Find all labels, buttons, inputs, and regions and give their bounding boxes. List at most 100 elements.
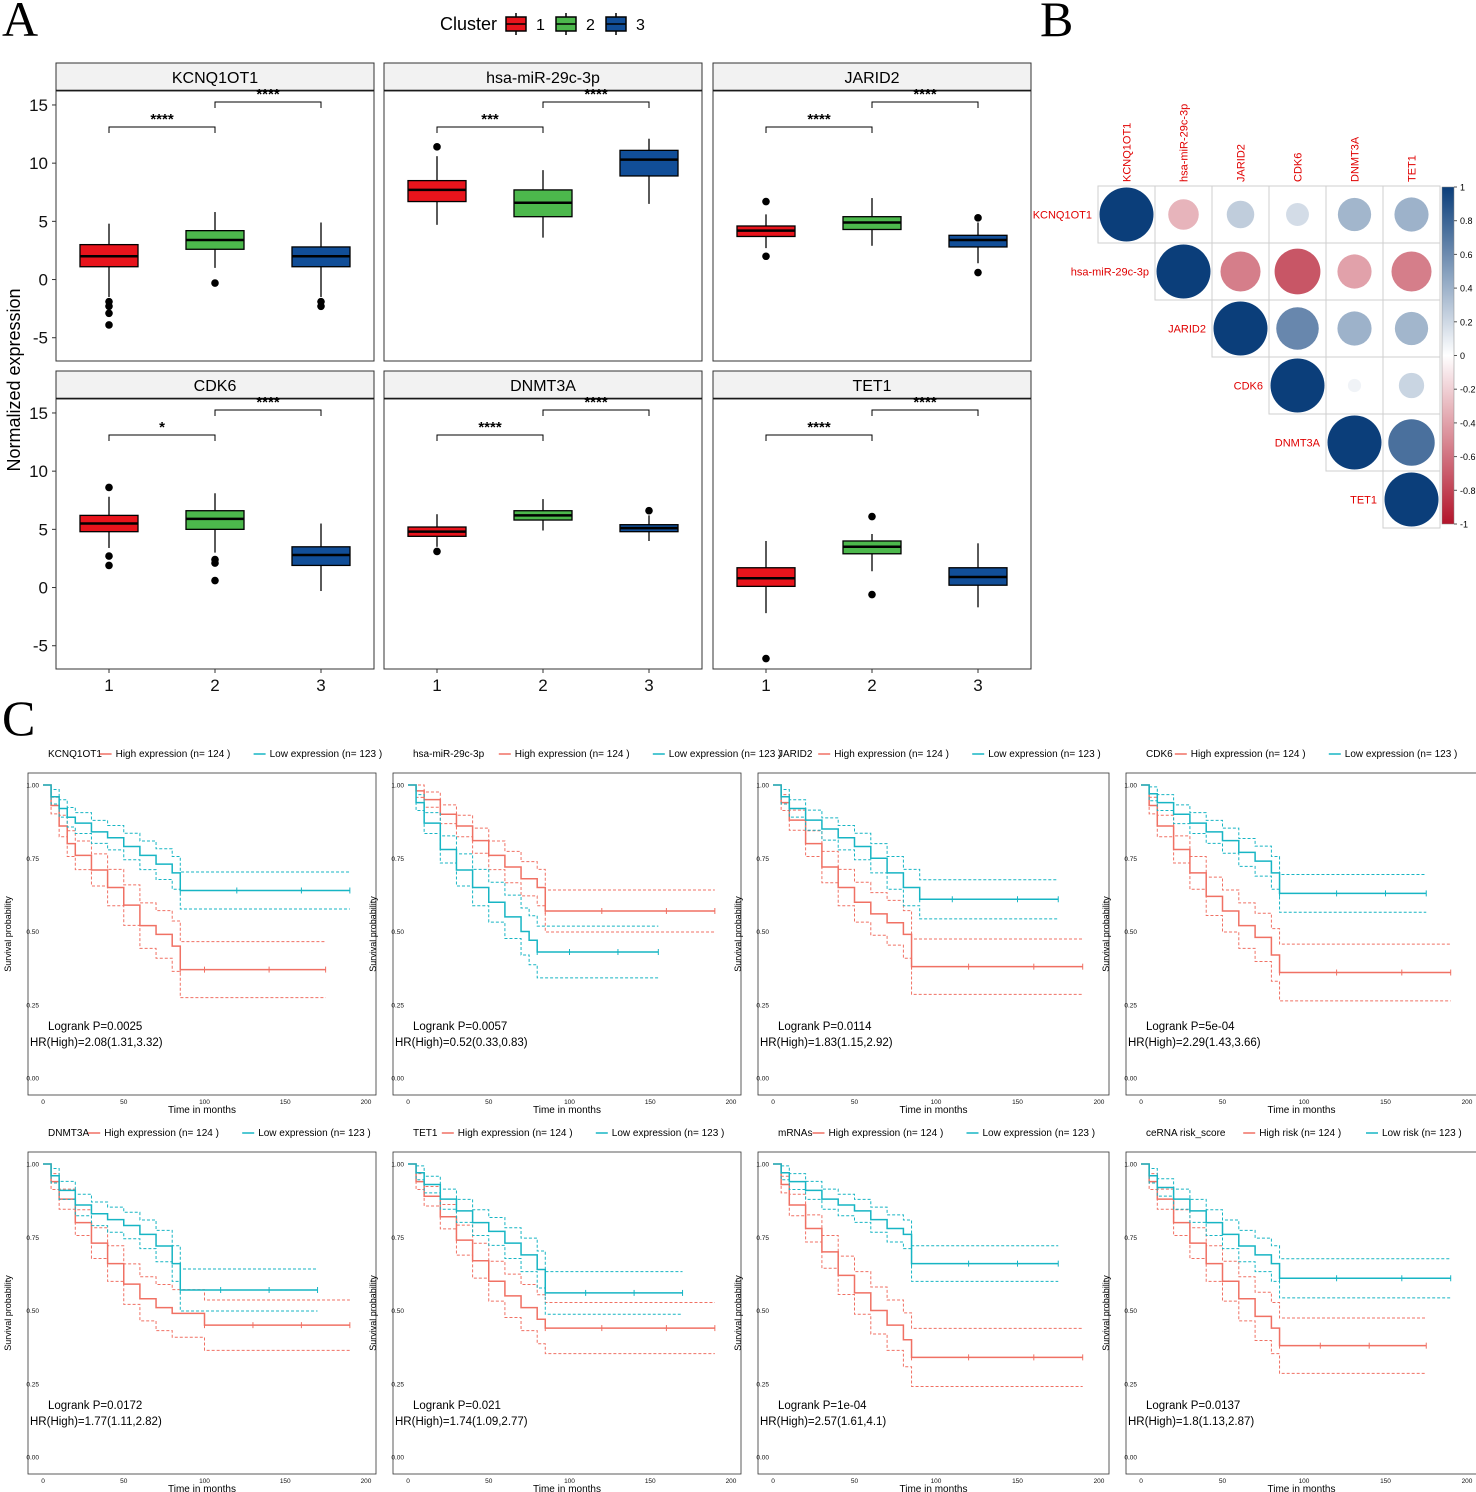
box-cluster-1 — [736, 197, 796, 261]
low-survival-curve — [408, 784, 659, 953]
low-survival-curve — [408, 1163, 683, 1294]
significance-label: **** — [584, 86, 608, 103]
significance-bracket — [108, 126, 216, 133]
high-survival-curve — [773, 784, 1083, 968]
correlation-plot: KCNQ1OT1 hsa-miR-29c-3p JARID2 CDK6 DNMT3A TE… — [1033, 104, 1476, 530]
outlier-point — [868, 590, 876, 599]
km-x-tick-label: 150 — [645, 1478, 656, 1485]
facet-hsa-mir-29c-3p: hsa-miR-29c-3p******* — [383, 62, 703, 362]
significance-bracket — [436, 126, 544, 133]
km-legend-title: KCNQ1OT1 — [48, 749, 102, 760]
boxplot-panel: KCNQ1OT1-5051015********hsa-miR-29c-3p**… — [29, 62, 1032, 695]
corr-circle-hsa-mir-29c-3p-jarid2 — [1220, 251, 1261, 292]
facet-strip — [712, 62, 1032, 92]
km-y-tick-label: 0.00 — [391, 1455, 404, 1462]
km-legend-low-label: Low expression (n= 123 ) — [258, 1128, 371, 1139]
km-x-tick-label: 0 — [406, 1099, 410, 1106]
high-survival-curve — [1141, 784, 1451, 974]
low-upper-ci — [1141, 784, 1427, 876]
high-lower-ci — [43, 1163, 350, 1351]
km-hazard-ratio: HR(High)=1.77(1.11,2.82) — [30, 1416, 162, 1428]
km-logrank-p: Logrank P=0.0057 — [413, 1021, 507, 1033]
low-survival-curve — [773, 1163, 1059, 1265]
km-y-tick-label: 0.00 — [26, 1076, 39, 1083]
km-x-axis-label: Time in months — [168, 1484, 236, 1492]
corr-circle-hsa-mir-29c-3p-hsa-mir-29c-3p — [1156, 244, 1211, 299]
outlier-point — [762, 197, 770, 206]
km-x-tick-label: 0 — [41, 1099, 45, 1106]
km-y-tick-label: 0.75 — [391, 856, 404, 863]
high-upper-ci — [1141, 1163, 1427, 1319]
significance-bracket — [542, 101, 650, 108]
corr-circle-cdk6-tet1 — [1398, 372, 1425, 399]
low-lower-ci — [773, 1163, 1059, 1282]
corr-circle-tet1-tet1 — [1384, 472, 1439, 527]
facet-title: CDK6 — [194, 378, 237, 395]
km-legend-high-label: High expression (n= 124 ) — [458, 1128, 573, 1139]
km-legend-low-label: Low expression (n= 123 ) — [669, 749, 782, 760]
km-y-tick-label: 0.75 — [756, 1235, 769, 1242]
km-y-axis-label: Survival probability — [368, 896, 378, 972]
significance-bracket — [765, 126, 873, 133]
box-cluster-1 — [79, 223, 139, 329]
corr-circle-kcnq1ot1-jarid2 — [1226, 200, 1255, 229]
corr-column-label: hsa-miR-29c-3p — [1179, 104, 1191, 182]
box-cluster-1 — [736, 540, 796, 663]
y-tick-label: 5 — [39, 212, 48, 231]
colorbar — [1441, 186, 1455, 525]
significance-bracket — [214, 101, 322, 108]
box-cluster-3 — [291, 222, 351, 311]
km-logrank-p: Logrank P=0.0025 — [48, 1021, 142, 1033]
km-legend-high-label: High expression (n= 124 ) — [116, 749, 231, 760]
km-x-tick-label: 100 — [1299, 1099, 1310, 1106]
km-y-tick-label: 0.50 — [1124, 1308, 1137, 1315]
high-upper-ci — [773, 1163, 1083, 1329]
low-survival-curve — [1141, 1163, 1451, 1280]
panel-label-c: C — [2, 690, 35, 746]
x-tick-label: 3 — [316, 676, 325, 695]
high-upper-ci — [773, 784, 1083, 940]
box-cluster-2 — [842, 198, 902, 246]
km-y-tick-label: 1.00 — [756, 1162, 769, 1169]
km-y-tick-label: 0.00 — [1124, 1076, 1137, 1083]
km-x-tick-label: 0 — [1139, 1478, 1143, 1485]
significance-label: **** — [150, 111, 174, 128]
survival-curve-panel: KCNQ1OT1 High expression (n= 124 ) Low exp… — [3, 749, 1476, 1492]
box-cluster-3 — [948, 214, 1008, 277]
facet-strip — [55, 370, 375, 400]
outlier-point — [105, 483, 113, 492]
corr-row-label: KCNQ1OT1 — [1033, 210, 1092, 222]
km-x-axis-label: Time in months — [168, 1105, 236, 1116]
significance-bracket — [436, 434, 544, 441]
x-tick-label: 1 — [104, 676, 113, 695]
significance-bracket — [542, 409, 650, 416]
legend-title: Cluster — [440, 14, 497, 34]
facet-tet1: TET1 1 2 3 **** **** — [712, 370, 1032, 695]
km-x-tick-label: 0 — [41, 1478, 45, 1485]
low-upper-ci — [43, 1163, 318, 1270]
significance-label: **** — [478, 419, 502, 436]
km-y-axis-label: Survival probability — [1101, 1275, 1111, 1351]
km-y-tick-label: 0.00 — [391, 1076, 404, 1083]
outlier-point — [105, 309, 113, 318]
significance-label: * — [159, 419, 165, 436]
low-survival-curve — [773, 784, 1059, 901]
high-upper-ci — [1141, 784, 1451, 945]
km-x-tick-label: 100 — [199, 1099, 210, 1106]
high-lower-ci — [1141, 1163, 1427, 1374]
y-tick-label: 15 — [29, 96, 48, 115]
km-y-tick-label: 0.25 — [391, 1002, 404, 1009]
facet-dnmt3a: DNMT3A 1 2 3 **** **** — [383, 370, 703, 695]
km-y-tick-label: 0.00 — [756, 1076, 769, 1083]
low-lower-ci — [408, 784, 659, 979]
corr-row-label: JARID2 — [1168, 324, 1206, 336]
significance-bracket — [871, 409, 979, 416]
colorbar-tick-label: 1 — [1460, 183, 1465, 193]
km-x-tick-label: 0 — [771, 1478, 775, 1485]
box-cluster-3 — [291, 523, 351, 592]
box-cluster-1 — [407, 143, 467, 225]
low-upper-ci — [773, 1163, 1059, 1247]
significance-bracket — [108, 434, 216, 441]
